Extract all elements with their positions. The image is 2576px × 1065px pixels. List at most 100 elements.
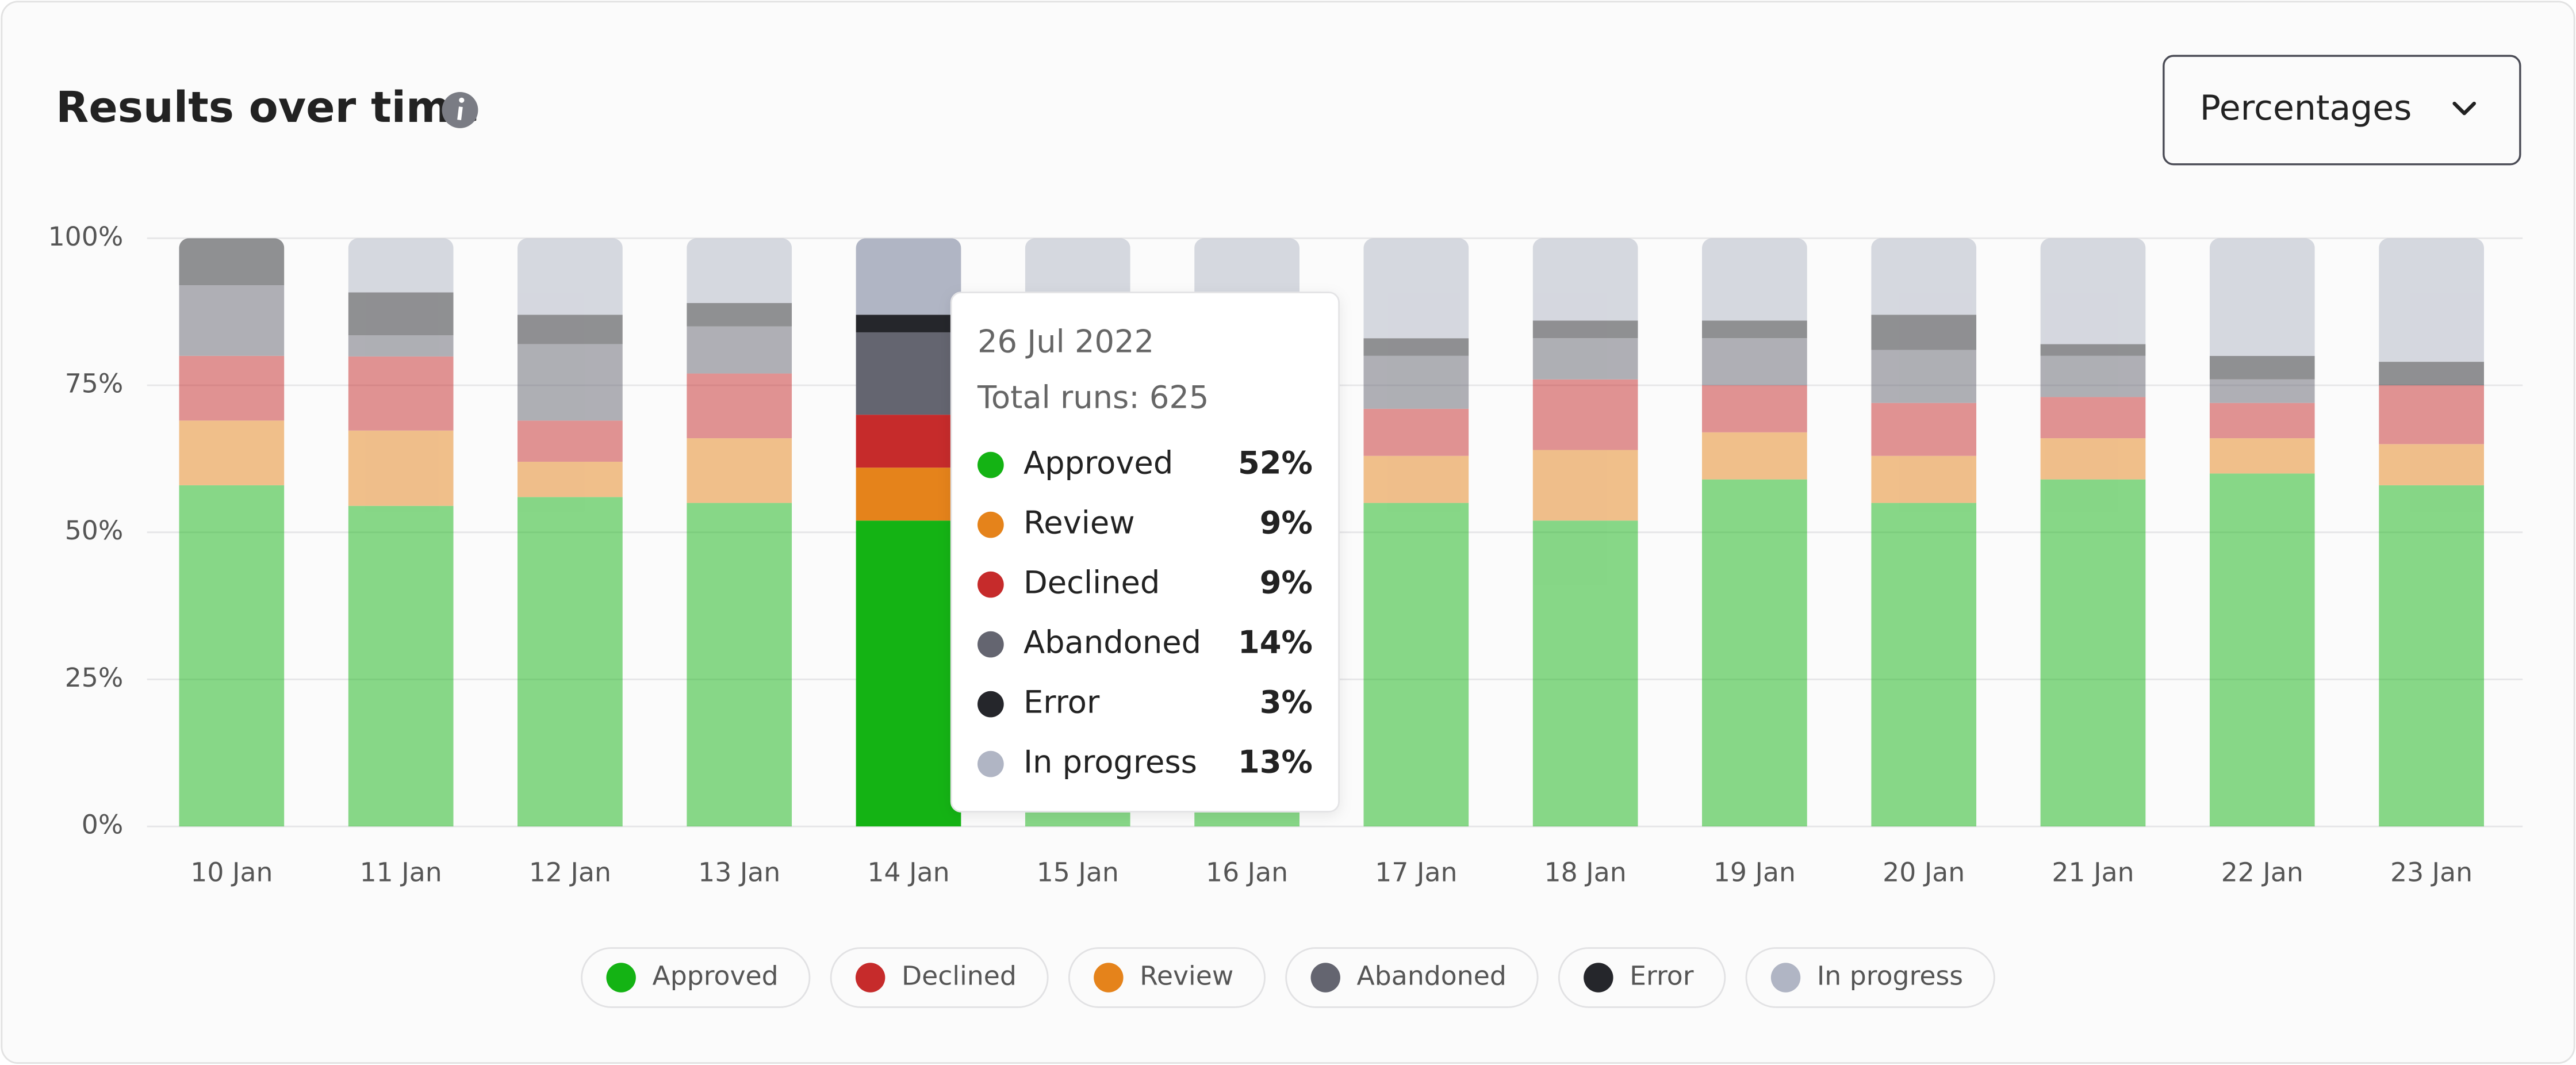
x-tick-label: 19 Jan xyxy=(1713,857,1796,887)
bar-segment xyxy=(1363,355,1469,409)
legend-swatch xyxy=(1310,963,1340,993)
legend-item[interactable]: Declined xyxy=(830,947,1049,1008)
x-tick-label: 13 Jan xyxy=(698,857,780,887)
bar-segment xyxy=(1871,315,1977,350)
bar-segment xyxy=(1532,520,1638,827)
info-icon[interactable] xyxy=(442,92,478,128)
bar-segment xyxy=(687,438,792,503)
bar-segment xyxy=(179,238,285,286)
bar-stack[interactable] xyxy=(179,238,285,827)
bar-segment xyxy=(2040,355,2146,397)
bar-stack[interactable] xyxy=(1363,238,1469,827)
bar-segment xyxy=(2379,444,2484,485)
bar-segment xyxy=(1363,455,1469,503)
x-tick-label: 15 Jan xyxy=(1037,857,1119,887)
bar-segment xyxy=(2040,438,2146,480)
bar-segment xyxy=(687,238,792,303)
bar-segment xyxy=(1363,338,1469,356)
dropdown[interactable]: Percentages xyxy=(2163,55,2521,166)
legend-item[interactable]: In progress xyxy=(1745,947,1995,1008)
tooltip-box xyxy=(950,292,1340,813)
bar-segment xyxy=(2040,397,2146,439)
bar-segment xyxy=(2209,355,2315,380)
legend-pill xyxy=(1068,947,1266,1008)
bar-stack[interactable] xyxy=(1532,238,1638,827)
bar-segment xyxy=(1702,385,1807,432)
legend-pill xyxy=(1558,947,1726,1008)
bar-segment xyxy=(179,355,285,421)
bar-segment xyxy=(2040,238,2146,344)
bar-segment xyxy=(348,505,454,827)
legend-item[interactable]: Abandoned xyxy=(1285,947,1539,1008)
bar-segment xyxy=(2379,362,2484,385)
bar-segment xyxy=(179,420,285,485)
bar-segment xyxy=(687,302,792,327)
bar-segment xyxy=(348,356,454,431)
x-tick-label: 23 Jan xyxy=(2390,857,2472,887)
bar-segment xyxy=(687,326,792,374)
legend-swatch xyxy=(606,963,636,993)
bar-segment xyxy=(1363,503,1469,827)
legend-item[interactable]: Approved xyxy=(581,947,811,1008)
x-tick-label: 16 Jan xyxy=(1206,857,1288,887)
x-tick-label: 12 Jan xyxy=(529,857,611,887)
bar-stack[interactable] xyxy=(1702,238,1807,827)
bar-segment xyxy=(687,373,792,439)
legend-item[interactable]: Review xyxy=(1068,947,1266,1008)
legend-pill xyxy=(1745,947,1995,1008)
x-tick-label: 21 Jan xyxy=(2052,857,2134,887)
tooltip-series-name: Abandoned xyxy=(1023,625,1201,661)
bar-segment xyxy=(1702,320,1807,339)
bar-segment xyxy=(2209,473,2315,827)
x-tick-label: 11 Jan xyxy=(360,857,442,887)
bar-segment xyxy=(856,238,961,315)
bar-segment xyxy=(1363,238,1469,339)
bar-stack[interactable] xyxy=(1871,238,1977,827)
bar-segment xyxy=(1871,350,1977,403)
tooltip-series-name: Review xyxy=(1023,505,1135,541)
tooltip-value: 3% xyxy=(1260,684,1313,721)
dropdown-label: Percentages xyxy=(2200,88,2412,128)
bar-segment xyxy=(856,468,961,521)
legend: Approved Declined Review Abandoned Error In p… xyxy=(581,947,1995,1008)
y-tick-label: 0% xyxy=(82,810,124,840)
bar-segment xyxy=(348,430,454,506)
bar-segment xyxy=(687,503,792,827)
legend-label: In progress xyxy=(1817,960,1963,991)
tooltip-series-name: Approved xyxy=(1023,445,1173,481)
bar-segment xyxy=(1871,403,1977,456)
bar-segment xyxy=(1702,432,1807,480)
bar-stack[interactable] xyxy=(2379,238,2484,827)
bar-segment xyxy=(2040,344,2146,356)
bar-segment xyxy=(518,344,623,421)
bar-segment xyxy=(1702,479,1807,827)
bar-segment xyxy=(856,315,961,332)
bar-stack[interactable] xyxy=(856,238,961,827)
bar-segment xyxy=(1532,238,1638,321)
bar-segment xyxy=(1702,338,1807,385)
x-tick-label: 18 Jan xyxy=(1544,857,1627,887)
bar-stack[interactable] xyxy=(687,238,792,827)
bar-segment xyxy=(856,415,961,468)
tooltip-series-name: Declined xyxy=(1023,565,1160,601)
bar-segment xyxy=(1363,408,1469,456)
bar-segment xyxy=(856,520,961,827)
bar-stack[interactable] xyxy=(2040,238,2146,827)
bar-segment xyxy=(2209,403,2315,439)
bar-stack[interactable] xyxy=(518,238,623,827)
bar-segment xyxy=(2209,438,2315,474)
tooltip-swatch xyxy=(977,511,1004,538)
bar-segment xyxy=(1871,503,1977,827)
tooltip-value: 14% xyxy=(1238,625,1313,661)
tooltip-title: 26 Jul 2022 xyxy=(977,323,1154,359)
legend-item[interactable]: Error xyxy=(1558,947,1726,1008)
bar-segment xyxy=(856,332,961,415)
tooltip-swatch xyxy=(977,571,1004,598)
bar-stack[interactable] xyxy=(2209,238,2315,827)
bar-segment xyxy=(1532,338,1638,380)
legend-label: Error xyxy=(1630,960,1694,991)
legend-swatch xyxy=(1770,963,1801,993)
y-tick-label: 75% xyxy=(65,368,124,399)
bar-stack[interactable] xyxy=(348,238,454,827)
x-tick-label: 14 Jan xyxy=(867,857,949,887)
